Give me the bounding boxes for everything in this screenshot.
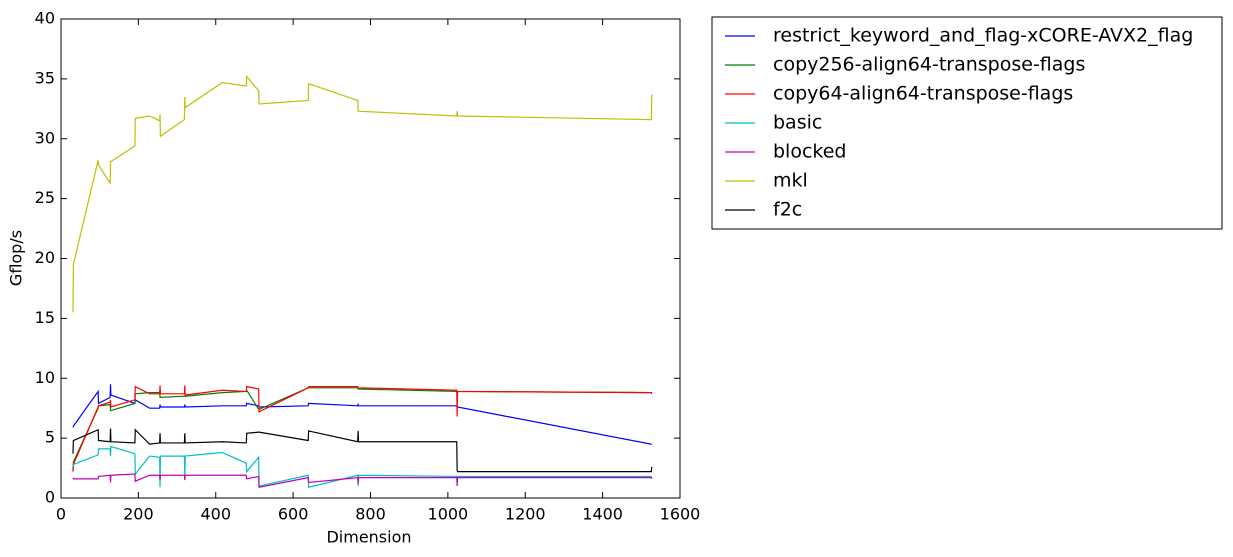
legend-label: f2c [773, 199, 802, 221]
x-tick-label: 0 [56, 505, 66, 524]
series-line [72, 387, 653, 471]
x-tick-label: 400 [200, 505, 231, 524]
y-tick-label: 20 [35, 248, 55, 267]
y-tick-label: 5 [45, 428, 55, 447]
series-line [72, 385, 653, 472]
series-line [72, 384, 652, 445]
x-tick-label: 800 [355, 505, 386, 524]
y-tick-label: 35 [35, 68, 55, 87]
x-axis-label: Dimension [326, 528, 411, 547]
x-tick-label: 1000 [428, 505, 469, 524]
legend-label: mkl [773, 170, 808, 192]
y-tick-label: 15 [35, 308, 55, 327]
legend-label: blocked [773, 141, 847, 163]
y-tick-label: 25 [35, 188, 55, 207]
y-axis-label: Gflop/s [7, 230, 26, 286]
x-tick-label: 1200 [505, 505, 546, 524]
legend-box [711, 16, 1223, 230]
x-tick-label: 1600 [660, 505, 701, 524]
legend-label: copy64-align64-transpose-flags [773, 83, 1073, 105]
x-tick-label: 1400 [582, 505, 623, 524]
plot-frame [60, 18, 681, 499]
y-tick-label: 30 [35, 128, 55, 147]
y-tick-label: 10 [35, 368, 55, 387]
series-line [72, 473, 653, 488]
series-line [72, 428, 653, 473]
y-tick-label: 40 [35, 9, 55, 28]
series-line [72, 445, 652, 488]
legend-label: basic [773, 112, 822, 134]
x-tick-label: 200 [123, 505, 154, 524]
legend-label: copy256-align64-transpose-flags [773, 54, 1085, 76]
y-tick-label: 0 [45, 488, 55, 507]
series-line [72, 74, 653, 313]
x-tick-label: 600 [278, 505, 309, 524]
legend-label: restrict_keyword_and_flag-xCORE-AVX2_fla… [773, 25, 1193, 47]
